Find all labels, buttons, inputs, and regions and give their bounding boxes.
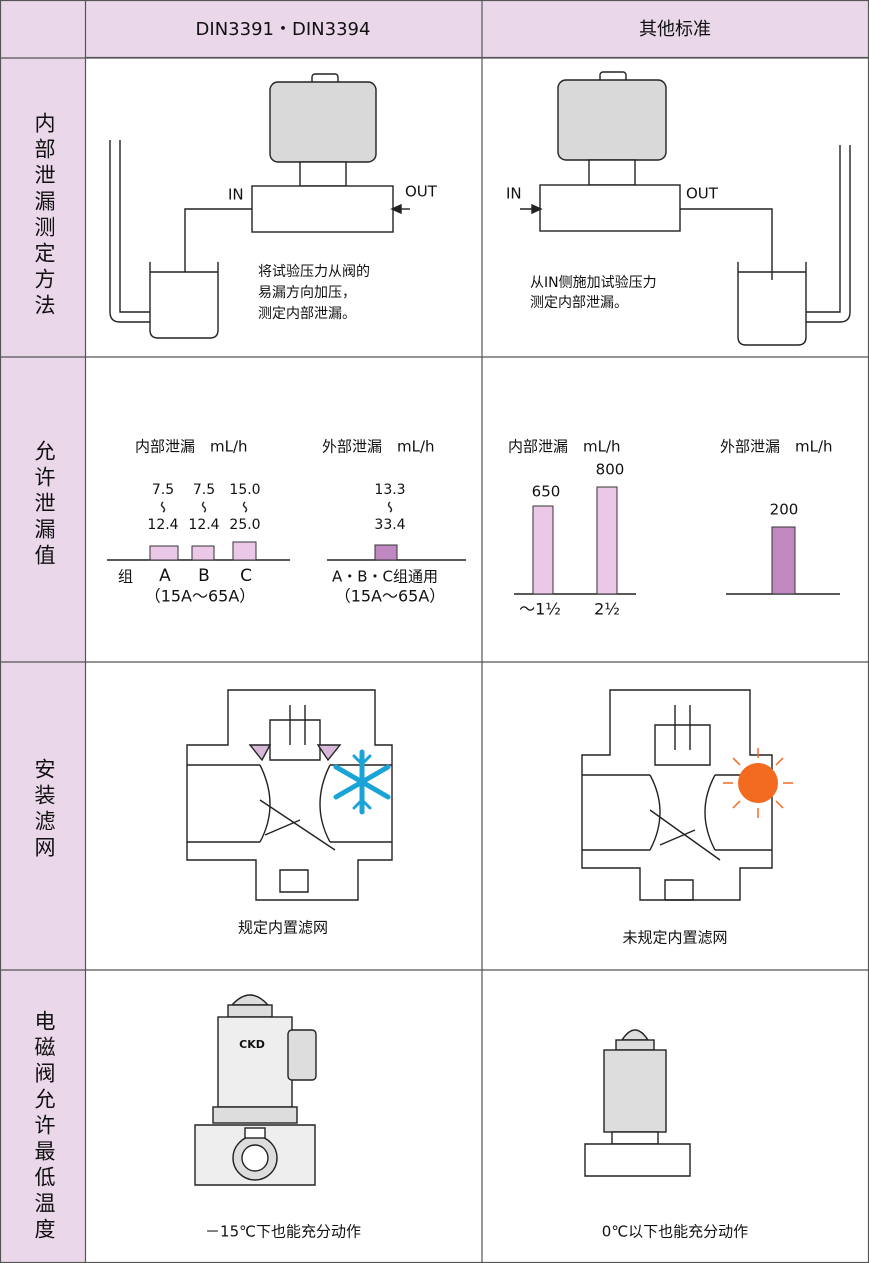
label-column	[0, 0, 87, 1263]
row-label: 电磁阀允许最低温度	[32, 1010, 56, 1244]
din-solenoid	[194, 994, 317, 1186]
din-valve-section	[186, 689, 393, 901]
value: 13.3	[374, 482, 405, 498]
in-label: IN	[228, 186, 244, 204]
note: 易漏方向加压，	[258, 285, 356, 301]
header: 其他标准	[639, 19, 711, 40]
value: 12.4	[147, 517, 178, 533]
out-label: OUT	[686, 185, 719, 203]
group: C	[240, 566, 252, 586]
header: DIN3391・DIN3394	[196, 19, 371, 40]
group: B	[198, 566, 210, 586]
value: 33.4	[374, 517, 405, 533]
group-label: 组	[118, 568, 133, 586]
value: 15.0	[229, 482, 260, 498]
note: 测定内部泄漏。	[258, 306, 356, 322]
sun-icon	[723, 748, 793, 818]
group: A・B・C组通用	[332, 568, 438, 586]
value: 650	[532, 483, 561, 501]
value: 25.0	[229, 517, 260, 533]
range: （15A～65A）	[145, 587, 256, 606]
logo: CKD	[239, 1038, 265, 1051]
note: 测定内部泄漏。	[530, 295, 628, 311]
size: ～1½	[519, 600, 561, 619]
value: 800	[596, 461, 625, 479]
row-label: 安装滤网	[32, 758, 56, 862]
row-label: 允许泄漏值	[32, 440, 56, 570]
other-solenoid	[584, 1029, 691, 1177]
snowflake-icon	[333, 749, 391, 815]
section-title: 内部泄漏 mL/h	[135, 438, 248, 456]
in-label: IN	[506, 185, 522, 203]
section-title: 外部泄漏 mL/h	[322, 438, 435, 456]
caption: －15℃下也能充分动作	[205, 1223, 361, 1241]
caption: 规定内置滤网	[238, 919, 328, 937]
out-label: OUT	[405, 183, 438, 201]
din-test-diagram	[109, 73, 410, 339]
row-label: 内部泄漏测定方法	[32, 112, 56, 320]
header-row	[0, 0, 869, 59]
other-test-diagram	[520, 71, 851, 346]
value: 7.5	[152, 482, 174, 498]
group: A	[159, 566, 171, 586]
range: （15A～65A）	[335, 587, 446, 606]
caption: 未规定内置滤网	[622, 929, 727, 947]
note: 将试验压力从阀的	[258, 264, 370, 280]
caption: 0℃以下也能充分动作	[602, 1223, 748, 1241]
section-title: 内部泄漏 mL/h	[508, 438, 621, 456]
other-leak-values	[514, 486, 840, 595]
note: 从IN侧施加试验压力	[530, 275, 657, 291]
value: 200	[770, 501, 799, 519]
value: 7.5	[193, 482, 215, 498]
section-title: 外部泄漏 mL/h	[720, 438, 833, 456]
din-leak-values: 7.5 12.4 7.5 12.4 15.0 25.0 13.3 33.4	[107, 482, 466, 561]
size: 2½	[594, 600, 620, 619]
other-valve-section	[581, 689, 773, 901]
value: 12.4	[188, 517, 219, 533]
